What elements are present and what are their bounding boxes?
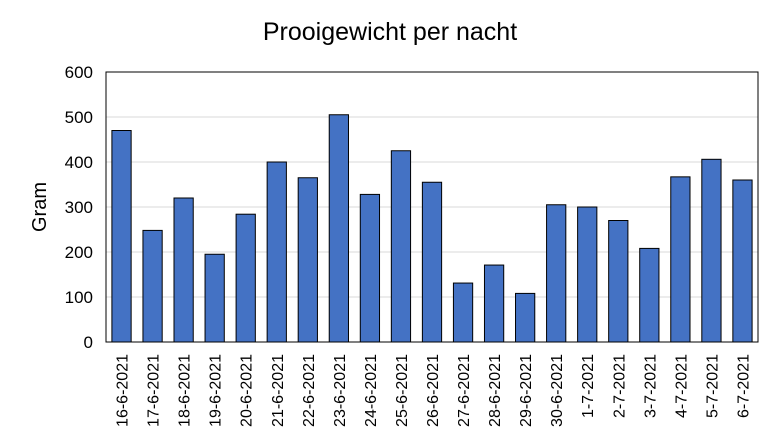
bar (421, 181, 443, 343)
x-tick-label: 18-6-2021 (177, 354, 194, 427)
bar (732, 179, 753, 343)
bar (204, 253, 225, 343)
x-tick-label: 4-7-2021 (673, 354, 690, 418)
bar (639, 247, 660, 343)
x-tick-label: 27-6-2021 (456, 354, 473, 427)
chart-title: Prooigewicht per nacht (263, 18, 517, 46)
y-tick-label: 200 (65, 243, 93, 262)
x-tick-label: 1-7-2021 (580, 354, 597, 418)
x-axis-ticks: 16-6-2021 17-6-2021 18-6-2021 19-6-2021 20-6… (115, 354, 753, 427)
y-tick-label: 0 (84, 333, 93, 352)
bar (266, 161, 287, 343)
x-tick-label: 20-6-2021 (239, 354, 256, 427)
bar (328, 114, 349, 343)
x-tick-label: 19-6-2021 (208, 354, 225, 427)
bar (235, 213, 256, 343)
x-tick-label: 16-6-2021 (115, 354, 132, 427)
bar (608, 220, 629, 343)
y-tick-label: 400 (65, 153, 93, 172)
bar (546, 204, 567, 343)
bar (515, 292, 536, 343)
x-tick-label: 21-6-2021 (270, 354, 287, 427)
bar (701, 158, 722, 343)
x-tick-label: 3-7-2021 (642, 354, 659, 418)
bar (297, 177, 318, 343)
x-tick-label: 26-6-2021 (425, 354, 442, 427)
x-tick-label: 6-7-2021 (735, 354, 752, 418)
x-tick-label: 17-6-2021 (146, 354, 163, 427)
bar (142, 229, 163, 343)
bar (577, 206, 598, 343)
bar (452, 282, 474, 343)
bar (670, 176, 691, 343)
x-tick-label: 28-6-2021 (487, 354, 504, 427)
x-tick-label: 2-7-2021 (611, 354, 628, 418)
bar (111, 130, 132, 343)
y-tick-label: 500 (65, 108, 93, 127)
x-tick-label: 25-6-2021 (394, 354, 411, 427)
bars (111, 114, 753, 343)
x-tick-label: 22-6-2021 (301, 354, 318, 427)
bar (173, 197, 194, 343)
y-tick-label: 600 (65, 63, 93, 82)
bar (359, 193, 381, 343)
x-tick-label: 29-6-2021 (518, 354, 535, 427)
y-tick-label: 100 (65, 288, 93, 307)
bar (483, 264, 505, 343)
x-tick-label: 5-7-2021 (704, 354, 721, 418)
x-tick-label: 23-6-2021 (332, 354, 349, 427)
x-tick-label: 30-6-2021 (549, 354, 566, 427)
plot-area-frame (105, 71, 759, 343)
y-axis-label: Gram (29, 182, 51, 232)
x-tick-label: 24-6-2021 (363, 354, 380, 427)
y-tick-label: 300 (65, 198, 93, 217)
y-axis-ticks: 0 100 200 300 400 500 600 (65, 63, 93, 352)
bar (390, 150, 412, 343)
